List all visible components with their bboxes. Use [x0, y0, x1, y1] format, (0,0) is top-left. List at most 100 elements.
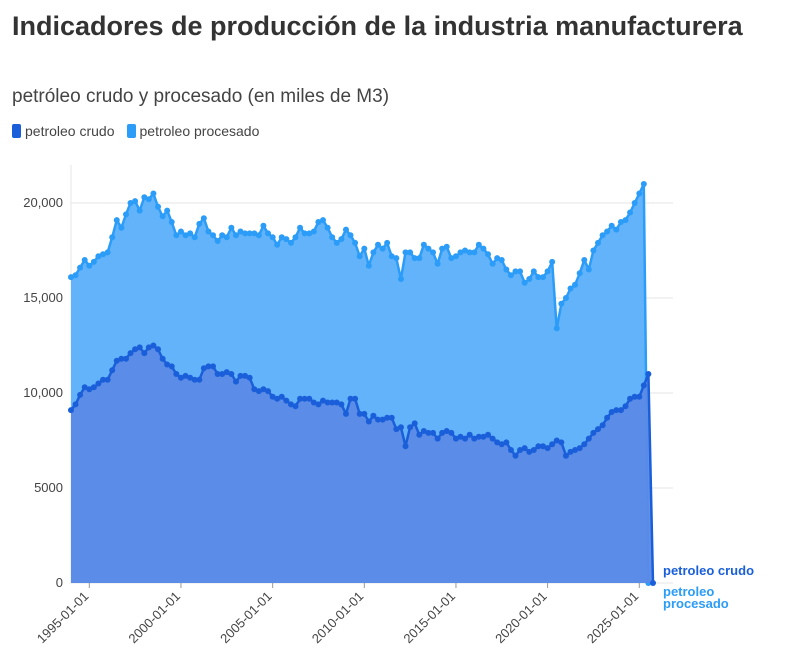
legend-swatch-crudo	[12, 124, 21, 138]
data-point	[370, 412, 377, 419]
data-point	[549, 258, 556, 265]
data-point	[136, 344, 143, 351]
data-point	[356, 410, 363, 417]
x-tick-label: 2025-01-01	[584, 589, 642, 647]
x-tick-label: 2005-01-01	[217, 589, 275, 647]
data-point	[617, 219, 624, 225]
data-point	[182, 372, 189, 379]
x-tick-label: 2020-01-01	[492, 589, 550, 647]
data-point	[109, 367, 116, 374]
data-point	[471, 249, 478, 256]
data-point	[645, 371, 652, 377]
data-point	[113, 217, 120, 224]
data-point	[228, 224, 235, 231]
data-point	[407, 424, 414, 431]
series-area-crudo	[71, 345, 653, 583]
data-point	[283, 397, 290, 404]
data-point	[627, 209, 634, 216]
legend-item-crudo[interactable]: petroleo crudo	[12, 123, 115, 139]
data-point	[315, 401, 322, 408]
data-point	[562, 295, 569, 301]
data-point	[205, 228, 212, 235]
data-point	[145, 196, 152, 203]
data-point	[443, 243, 450, 250]
data-point	[443, 428, 450, 434]
data-point	[223, 234, 230, 241]
data-point	[297, 224, 304, 231]
data-point	[494, 439, 501, 446]
data-point	[627, 395, 634, 402]
data-point	[640, 382, 647, 389]
data-point	[631, 393, 638, 400]
data-point	[95, 380, 102, 387]
data-point	[439, 429, 446, 436]
data-point	[608, 409, 615, 415]
data-point	[310, 228, 317, 235]
data-point	[475, 433, 482, 440]
chart-subtitle: petróleo crudo y procesado (en miles de …	[12, 86, 390, 107]
data-point	[260, 222, 267, 229]
data-point	[521, 279, 528, 286]
data-point	[365, 262, 372, 269]
data-point	[347, 232, 354, 239]
data-point	[342, 410, 349, 417]
data-point	[173, 371, 180, 377]
data-point	[365, 418, 372, 425]
data-point	[613, 407, 620, 414]
data-point	[462, 435, 469, 442]
series-end-label-procesado: petroleo procesado	[663, 584, 729, 611]
data-point	[265, 230, 272, 237]
data-point	[310, 399, 317, 406]
data-point	[320, 397, 327, 404]
data-point	[274, 241, 281, 248]
data-point	[517, 447, 524, 453]
data-point	[375, 416, 382, 423]
data-point	[182, 232, 189, 239]
data-point	[507, 272, 514, 279]
data-point	[123, 355, 130, 362]
data-point	[393, 426, 400, 433]
data-point	[503, 439, 510, 446]
data-point	[498, 257, 505, 263]
data-point	[402, 443, 409, 450]
data-point	[439, 245, 446, 252]
data-point	[320, 217, 327, 224]
data-point	[539, 443, 546, 450]
data-point	[636, 190, 643, 197]
data-point	[127, 200, 134, 206]
legend-item-procesado[interactable]: petroleo procesado	[126, 123, 259, 139]
data-point	[420, 428, 427, 434]
data-point	[590, 429, 597, 436]
data-point	[604, 228, 611, 235]
data-point	[631, 200, 638, 206]
data-point	[77, 391, 84, 398]
data-point	[425, 429, 432, 436]
data-point	[384, 239, 391, 246]
data-point	[232, 378, 239, 385]
data-point	[205, 363, 212, 370]
data-point	[521, 445, 528, 452]
data-point	[177, 228, 184, 235]
data-point	[498, 441, 505, 448]
data-point	[448, 429, 455, 436]
data-point	[246, 230, 253, 237]
y-tick-label: 0	[56, 575, 63, 590]
data-point	[475, 241, 482, 248]
data-point	[361, 245, 368, 252]
data-point	[608, 222, 615, 229]
series-end-label-crudo: petroleo crudo	[663, 563, 754, 578]
data-point	[191, 234, 198, 241]
data-point	[81, 384, 88, 391]
data-point	[77, 264, 84, 271]
x-tick-label: 2000-01-01	[125, 589, 183, 647]
data-point	[292, 403, 299, 410]
data-point	[599, 232, 606, 239]
data-point	[407, 249, 414, 256]
data-point	[301, 230, 308, 237]
data-point	[434, 260, 441, 267]
data-point	[342, 226, 349, 233]
data-point	[237, 228, 244, 235]
data-point	[301, 395, 308, 402]
data-point	[622, 403, 629, 410]
data-point	[507, 447, 514, 453]
